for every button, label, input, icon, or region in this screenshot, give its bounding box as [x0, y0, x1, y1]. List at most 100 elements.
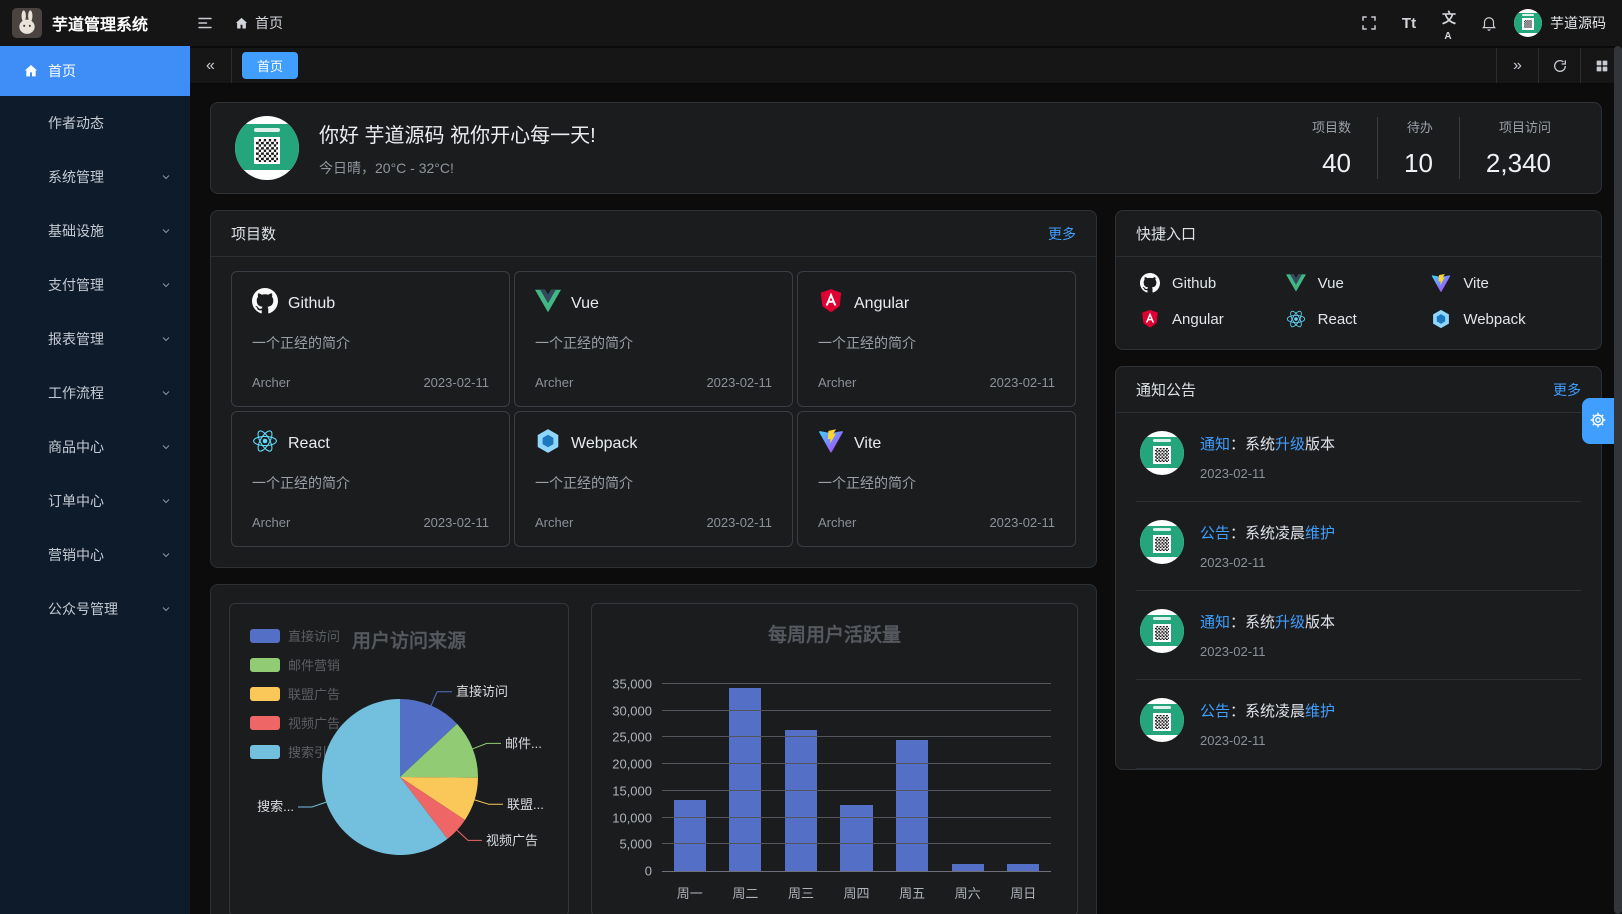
page-content: 你好 芋道源码 祝你开心每一天! 今日晴，20°C - 32°C! 项目数 40… [190, 84, 1622, 914]
shortcut-item[interactable]: Vite [1431, 273, 1577, 293]
bar[interactable] [673, 799, 706, 871]
tab-scroll-left-button[interactable]: « [190, 48, 232, 83]
notices-card-title: 通知公告 [1136, 382, 1197, 399]
projects-card: 项目数 更多 Github 一个正经的简介 Archer 2023-02-11 … [210, 210, 1097, 568]
gridline [662, 763, 1051, 765]
home-icon [22, 492, 40, 510]
menu-fold-icon[interactable] [190, 8, 220, 38]
bar[interactable] [951, 864, 984, 871]
project-author: Archer [535, 515, 574, 530]
bars [662, 684, 1051, 871]
charts-card: 用户访问来源 直接访问 邮件营销 联盟广告 视频广告 搜索引擎 [210, 584, 1097, 914]
project-author: Archer [252, 515, 291, 530]
pie-label: 搜索... [257, 799, 294, 814]
pie-slice[interactable] [400, 777, 478, 820]
sidebar-item[interactable]: 营销中心 [0, 528, 190, 582]
app-logo-area[interactable]: 芋道管理系统 [0, 8, 190, 38]
shortcut-item[interactable]: Vue [1285, 273, 1432, 293]
tab-home[interactable]: 首页 [242, 52, 299, 79]
legend-item[interactable]: 联盟广告 [250, 684, 340, 703]
vite-icon [818, 428, 844, 459]
settings-button[interactable] [1582, 398, 1614, 444]
project-desc: 一个正经的简介 [535, 335, 633, 351]
legend-label: 邮件营销 [288, 658, 341, 673]
fullscreen-icon[interactable] [1354, 8, 1384, 38]
notice-avatar [1140, 520, 1184, 564]
pie-svg: 直接访问 邮件... 联盟... 视频广告 搜索... [257, 684, 544, 855]
sidebar-item[interactable]: 报表管理 [0, 312, 190, 366]
sidebar-item[interactable]: 系统管理 [0, 150, 190, 204]
project-name: Angular [854, 294, 910, 312]
notice-date: 2023-02-11 [1200, 555, 1266, 570]
user-menu[interactable]: 芋道源码 [1514, 9, 1606, 37]
project-card[interactable]: Vue 一个正经的简介 Archer 2023-02-11 [514, 271, 793, 407]
chevron-down-icon [162, 445, 170, 450]
pie-slice[interactable] [322, 699, 448, 855]
project-name: Vite [854, 434, 882, 452]
tab-refresh-button[interactable] [1538, 48, 1580, 83]
notice-title: 通知：系统升级版本 [1200, 614, 1336, 631]
sidebar-item[interactable]: 作者动态 [0, 96, 190, 150]
vue-icon [1285, 273, 1306, 293]
shortcut-item[interactable]: Angular [1140, 309, 1286, 329]
notices-more-link[interactable]: 更多 [1553, 381, 1581, 398]
tab-scroll-right-button[interactable]: » [1496, 48, 1538, 83]
pie-chart-title: 用户访问来源 [352, 631, 467, 652]
pie-slice[interactable] [400, 723, 479, 778]
notice-title: 通知：系统升级版本 [1200, 436, 1336, 453]
breadcrumb[interactable]: 首页 [234, 13, 283, 33]
y-axis-tick: 30,000 [612, 703, 652, 719]
notice-item[interactable]: 公告：系统凌晨维护 2023-02-11 [1136, 680, 1581, 769]
notice-title: 公告：系统凌晨维护 [1200, 703, 1336, 720]
project-desc: 一个正经的简介 [252, 335, 350, 351]
legend-label: 直接访问 [288, 629, 341, 644]
shortcut-item[interactable]: Webpack [1431, 309, 1577, 329]
font-size-icon[interactable]: Tt [1401, 14, 1417, 32]
bar[interactable] [1007, 864, 1040, 871]
project-card[interactable]: Angular 一个正经的简介 Archer 2023-02-11 [797, 271, 1076, 407]
bar[interactable] [840, 805, 873, 871]
project-card[interactable]: Vite 一个正经的简介 Archer 2023-02-11 [797, 411, 1076, 547]
bar[interactable] [784, 730, 818, 871]
sidebar-item[interactable]: 支付管理 [0, 258, 190, 312]
notice-title: 公告：系统凌晨维护 [1200, 525, 1336, 542]
legend-item[interactable]: 视频广告 [250, 713, 340, 732]
webpack-icon [535, 428, 561, 459]
pie-slice[interactable] [400, 699, 458, 777]
sidebar-item[interactable]: 订单中心 [0, 474, 190, 528]
legend-item[interactable]: 直接访问 [250, 626, 340, 645]
notice-item[interactable]: 通知：系统升级版本 2023-02-11 [1136, 413, 1581, 502]
stat-label: 待办 [1406, 120, 1433, 135]
legend-item[interactable]: 邮件营销 [250, 655, 340, 674]
gridline [662, 789, 1051, 791]
scrollbar[interactable] [1614, 46, 1622, 914]
bar[interactable] [895, 739, 929, 871]
shortcut-item[interactable]: React [1286, 309, 1432, 329]
legend-label: 联盟广告 [288, 687, 341, 702]
project-date: 2023-02-11 [423, 375, 489, 390]
sidebar-item[interactable]: 首页 [0, 46, 190, 96]
notice-item[interactable]: 公告：系统凌晨维护 2023-02-11 [1136, 502, 1581, 591]
sidebar-item[interactable]: 商品中心 [0, 420, 190, 474]
project-card[interactable]: React 一个正经的简介 Archer 2023-02-11 [231, 411, 510, 547]
bar[interactable] [729, 687, 762, 871]
tabs-bar: « 首页 » [190, 46, 1622, 84]
sidebar-item[interactable]: 基础设施 [0, 204, 190, 258]
shortcut-item[interactable]: Github [1140, 273, 1286, 293]
gridline [662, 843, 1051, 845]
projects-more-link[interactable]: 更多 [1048, 225, 1076, 242]
angular-icon [818, 288, 844, 319]
github-icon [252, 288, 278, 319]
bar-plot: 0 5,000 10,000 15,000 20,000 25,000 30,000 35,0… [612, 677, 1051, 879]
pie-slice[interactable] [400, 777, 465, 839]
sidebar-item[interactable]: 公众号管理 [0, 582, 190, 636]
y-axis-tick: 5,000 [619, 836, 652, 852]
notice-item[interactable]: 通知：系统升级版本 2023-02-11 [1136, 591, 1581, 680]
tabs-menu-button[interactable] [1580, 48, 1622, 83]
sidebar-item[interactable]: 工作流程 [0, 366, 190, 420]
project-card[interactable]: Github 一个正经的简介 Archer 2023-02-11 [231, 271, 510, 407]
project-card[interactable]: Webpack 一个正经的简介 Archer 2023-02-11 [514, 411, 793, 547]
home-icon [22, 330, 40, 348]
notification-bell-icon[interactable] [1474, 8, 1504, 38]
